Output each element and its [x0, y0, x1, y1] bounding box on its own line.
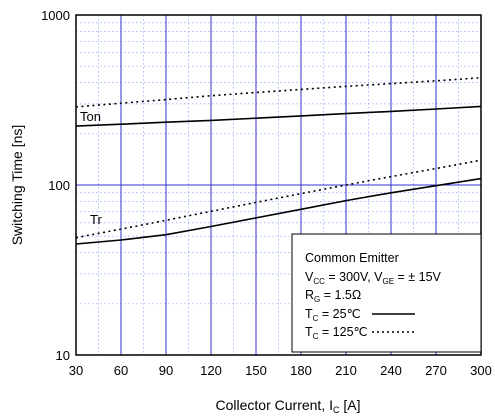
- legend-line-tc-25: TC = 25℃: [305, 307, 361, 323]
- legend-tc1-label: T: [305, 307, 313, 321]
- legend-vge-sub: GE: [382, 277, 394, 286]
- x-tick-label: 270: [425, 363, 447, 378]
- legend-tc2-sub: C: [313, 332, 319, 341]
- y-tick-labels: 10 100 1000: [41, 8, 70, 363]
- x-tick-label: 240: [380, 363, 402, 378]
- x-tick-label: 60: [114, 363, 128, 378]
- x-tick-label: 30: [69, 363, 83, 378]
- legend-tc2-label: T: [305, 325, 313, 339]
- x-axis-label: Collector Current, IC [A]: [216, 397, 361, 415]
- x-axis-label-unit: [A]: [339, 397, 360, 413]
- x-tick-labels: 30 60 90 120 150 180 210 240 270 300: [69, 363, 492, 378]
- legend-vcc-sub: CC: [313, 277, 325, 286]
- legend-rg-value: = 1.5Ω: [320, 288, 361, 302]
- x-axis-label-main: Collector Current, I: [216, 397, 333, 413]
- series-line-ton-tc125: [75, 76, 482, 108]
- legend-line-rg: RG = 1.5Ω: [305, 288, 361, 304]
- legend-tc1-value: = 25℃: [318, 307, 360, 321]
- legend-line-common-emitter: Common Emitter: [305, 251, 399, 265]
- legend-tc2-value: = 125℃: [318, 325, 367, 339]
- y-tick-label: 100: [48, 178, 70, 193]
- legend-line-conditions: VCC = 300V, VGE = ± 15V: [305, 270, 442, 286]
- y-tick-label: 10: [56, 348, 70, 363]
- legend-rg-sub: G: [314, 295, 320, 304]
- series-line-ton-tc25: [75, 105, 482, 127]
- series-line-tr-tc25: [75, 177, 482, 245]
- legend-tc1-sub: C: [313, 314, 319, 323]
- plot-frame: [75, 14, 482, 356]
- y-tick-label: 1000: [41, 8, 70, 23]
- legend: Common Emitter VCC = 300V, VGE = ± 15V R…: [291, 233, 482, 353]
- x-tick-label: 300: [470, 363, 492, 378]
- curve-label-tr: Tr: [90, 212, 102, 227]
- legend-box: [291, 233, 482, 353]
- legend-vcc-label: V: [305, 270, 314, 284]
- legend-rg-label: R: [305, 288, 314, 302]
- series-layer: [75, 76, 482, 245]
- legend-vcc-value: = 300V, V: [325, 270, 383, 284]
- x-tick-label: 180: [290, 363, 312, 378]
- x-tick-label: 210: [335, 363, 357, 378]
- x-axis-label-sub: C: [333, 405, 340, 415]
- x-tick-label: 90: [159, 363, 173, 378]
- curve-label-ton: Ton: [80, 109, 101, 124]
- x-tick-label: 150: [245, 363, 267, 378]
- x-tick-label: 120: [200, 363, 222, 378]
- legend-vge-value: = ± 15V: [394, 270, 441, 284]
- legend-line-tc-125: TC = 125℃: [305, 325, 368, 341]
- y-axis-label: Switching Time [ns]: [9, 125, 25, 246]
